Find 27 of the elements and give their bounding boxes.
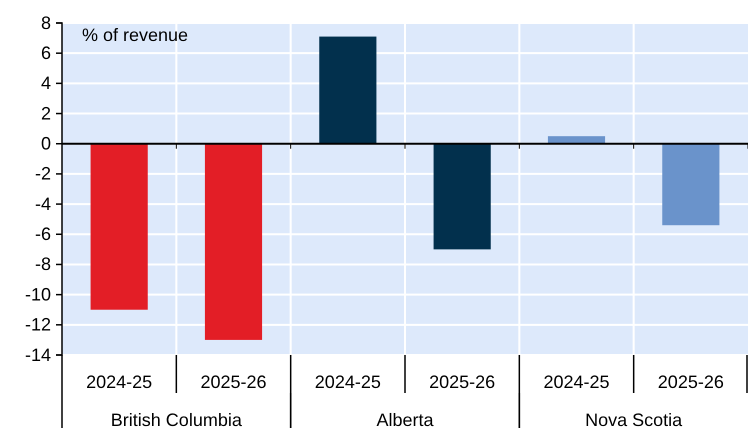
y-tick-label: 2 bbox=[40, 103, 51, 124]
x-tick-label: 2024-25 bbox=[543, 372, 610, 392]
y-tick-label: 6 bbox=[40, 42, 51, 63]
y-tick-label: -14 bbox=[24, 344, 51, 365]
y-tick-label: 4 bbox=[40, 73, 51, 94]
x-tick-label: 2025-26 bbox=[658, 372, 724, 392]
y-tick-label: -10 bbox=[24, 284, 51, 304]
bar bbox=[662, 144, 720, 226]
bar bbox=[90, 144, 148, 310]
y-tick-label: -6 bbox=[34, 224, 51, 244]
x-tick-label: 2024-25 bbox=[314, 372, 381, 392]
y-tick-label: 0 bbox=[40, 133, 51, 154]
bar bbox=[204, 144, 262, 340]
y-tick-label: -12 bbox=[24, 314, 51, 335]
y-axis-title: % of revenue bbox=[82, 25, 188, 45]
x-tick-label: 2025-26 bbox=[200, 372, 267, 392]
text: Nova Scotia bbox=[585, 410, 684, 428]
bar bbox=[434, 144, 491, 250]
y-tick-label: 8 bbox=[40, 12, 51, 33]
y-tick-label: -8 bbox=[34, 254, 51, 274]
x-tick-label: 2025-26 bbox=[429, 372, 496, 392]
bar bbox=[319, 36, 376, 144]
y-tick-label: -4 bbox=[34, 194, 51, 214]
y-tick-label: -2 bbox=[34, 164, 51, 184]
text: British Columbia bbox=[110, 410, 243, 428]
x-tick-label: 2024-25 bbox=[86, 372, 152, 392]
text: Alberta bbox=[376, 410, 434, 428]
